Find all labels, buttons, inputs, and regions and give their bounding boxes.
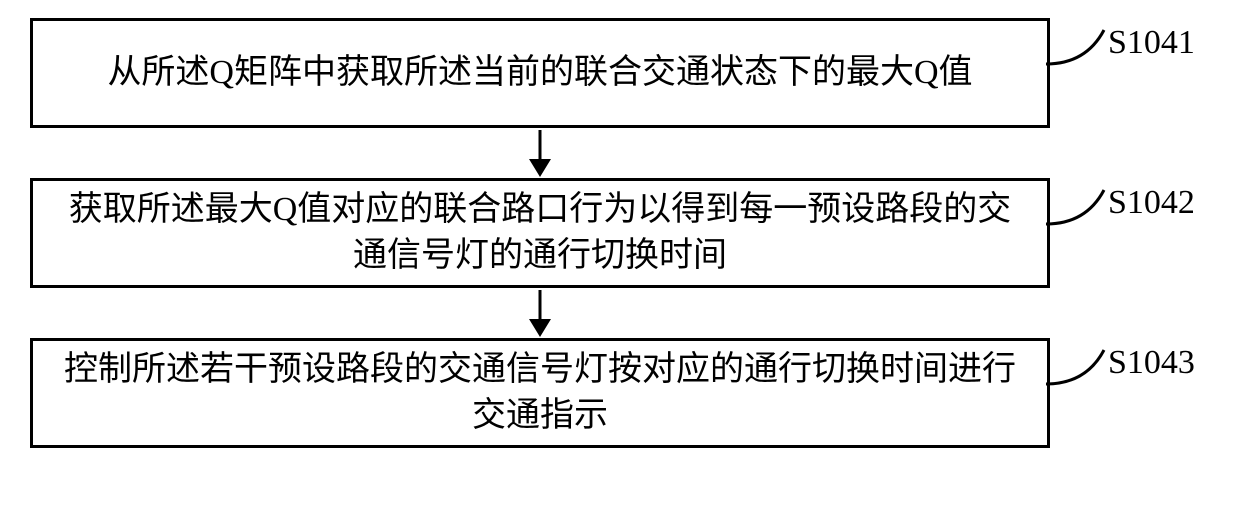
step-label-s1041: S1041 (1108, 24, 1195, 62)
leader-line-s1041 (1044, 26, 1114, 66)
leader-line-s1042 (1044, 186, 1114, 226)
flow-node-s1041: 从所述Q矩阵中获取所述当前的联合交通状态下的最大Q值 (30, 18, 1050, 128)
step-label-s1043: S1043 (1108, 344, 1195, 382)
flow-node-text: 控制所述若干预设路段的交通信号灯按对应的通行切换时间进行交通指示 (53, 347, 1027, 439)
flow-node-text: 获取所述最大Q值对应的联合路口行为以得到每一预设路段的交通信号灯的通行切换时间 (53, 187, 1027, 279)
flow-arrow (529, 130, 551, 176)
flow-node-text: 从所述Q矩阵中获取所述当前的联合交通状态下的最大Q值 (107, 50, 972, 96)
flow-node-s1043: 控制所述若干预设路段的交通信号灯按对应的通行切换时间进行交通指示 (30, 338, 1050, 448)
flow-node-s1042: 获取所述最大Q值对应的联合路口行为以得到每一预设路段的交通信号灯的通行切换时间 (30, 178, 1050, 288)
leader-line-s1043 (1044, 346, 1114, 386)
step-label-s1042: S1042 (1108, 184, 1195, 222)
flow-arrow (529, 290, 551, 336)
